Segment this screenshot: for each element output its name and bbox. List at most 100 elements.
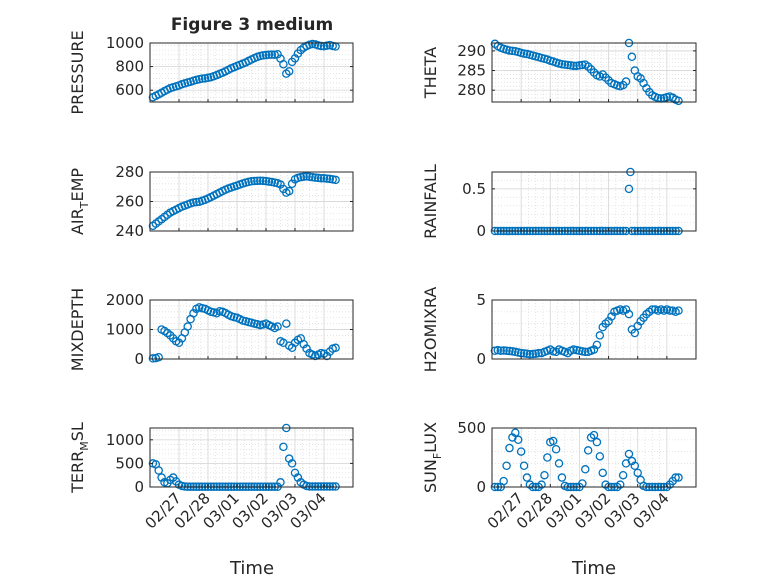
data-point [296, 172, 306, 182]
y-axis-label-subscript: M [78, 441, 91, 451]
data-point [264, 50, 274, 60]
data-point [148, 354, 158, 363]
data-point [308, 39, 317, 49]
data-point [261, 176, 271, 186]
y-axis-label-part: LUX [421, 422, 440, 453]
data-point [595, 331, 605, 340]
data-point [575, 61, 584, 70]
subplot-air-temp: 240 260 280 AIRTEMP [68, 163, 354, 240]
data-point [499, 476, 508, 486]
data-point [279, 59, 288, 69]
data-point [627, 52, 637, 62]
figure-title: Figure 3 medium [171, 15, 333, 35]
data-point [674, 306, 683, 315]
y-axis-label-part: EMP [68, 168, 87, 202]
data-point [154, 352, 163, 362]
y-tick-label: 500 [457, 419, 486, 437]
data-point [519, 49, 529, 58]
data-point [302, 481, 311, 491]
data-point [534, 348, 543, 358]
y-tick-label: 285 [457, 62, 486, 80]
y-tick-label: 290 [457, 42, 486, 60]
x-axis-label-left: Time [229, 558, 274, 579]
y-axis-label: TERRMSL [68, 422, 91, 494]
data-point [247, 177, 256, 186]
data-point [598, 468, 607, 478]
data-point [505, 443, 514, 453]
data-point [592, 437, 602, 447]
data-point [331, 343, 340, 353]
data-point [674, 473, 683, 482]
y-tick-label: 0.5 [462, 180, 486, 198]
y-tick-label: 600 [115, 81, 144, 99]
data-point [525, 350, 535, 359]
data-point [499, 346, 508, 355]
data-point [316, 41, 326, 51]
axes-box [491, 42, 697, 103]
data-point [189, 198, 198, 207]
data-point [322, 174, 332, 183]
y-tick-label: 0 [134, 478, 144, 496]
subplot-h2o-mixing-ratio: 0 5 H2OMIXRA [421, 287, 697, 373]
subplot-terr-msl: 0500100002/2702/2803/0103/0203/0303/04TE… [68, 422, 354, 532]
axes-box [491, 171, 697, 232]
data-point [183, 322, 192, 331]
data-point [624, 449, 634, 459]
y-axis-label: MIXDEPTH [68, 288, 87, 371]
data-point [282, 319, 291, 328]
data-point [563, 60, 573, 70]
data-point [554, 459, 564, 468]
data-point [537, 480, 546, 489]
y-tick-label: 500 [115, 454, 144, 472]
data-point [581, 465, 590, 474]
data-point [615, 480, 625, 489]
data-point [557, 473, 567, 482]
data-point [671, 473, 680, 482]
y-axis-label: H2OMIXRA [421, 287, 440, 373]
data-point [630, 461, 640, 471]
data-point [508, 46, 517, 56]
data-point [267, 50, 277, 59]
data-point [511, 428, 520, 437]
data-point [516, 447, 526, 456]
data-point [305, 172, 314, 181]
data-point [313, 173, 323, 183]
y-tick-label: 1000 [106, 321, 144, 339]
plot-area [150, 428, 353, 487]
data-point [551, 444, 561, 454]
y-axis-label: AIRTEMP [68, 168, 91, 235]
data-point [569, 61, 578, 71]
data-point [302, 172, 311, 181]
y-tick-label: 5 [476, 291, 486, 309]
data-point [279, 442, 288, 452]
data-point [528, 349, 538, 359]
y-axis-label: RAINFALL [421, 164, 440, 239]
data-point [674, 96, 683, 106]
data-point [519, 349, 529, 358]
axes-box [491, 299, 697, 360]
subplot-pressure: 600 800 1000 PRESSURE [68, 30, 354, 115]
data-point [566, 61, 575, 70]
y-axis-label-part: SL [68, 422, 87, 441]
y-tick-label: 1000 [106, 34, 144, 52]
y-tick-label: 2000 [106, 291, 144, 309]
data-point [496, 346, 505, 355]
data-point [253, 176, 262, 186]
data-point [665, 306, 675, 315]
axes-box [491, 427, 697, 488]
data-point [513, 435, 523, 445]
data-point [505, 346, 514, 356]
data-point [308, 172, 317, 182]
y-axis-label-part: SUN [421, 459, 440, 493]
y-tick-label: 1000 [106, 431, 144, 449]
data-point [284, 186, 294, 196]
data-point [328, 175, 337, 184]
data-point [557, 59, 567, 69]
data-point [154, 466, 163, 475]
y-tick-label: 800 [115, 58, 144, 76]
data-point [264, 177, 274, 186]
data-point [505, 46, 514, 55]
data-point [287, 459, 297, 468]
